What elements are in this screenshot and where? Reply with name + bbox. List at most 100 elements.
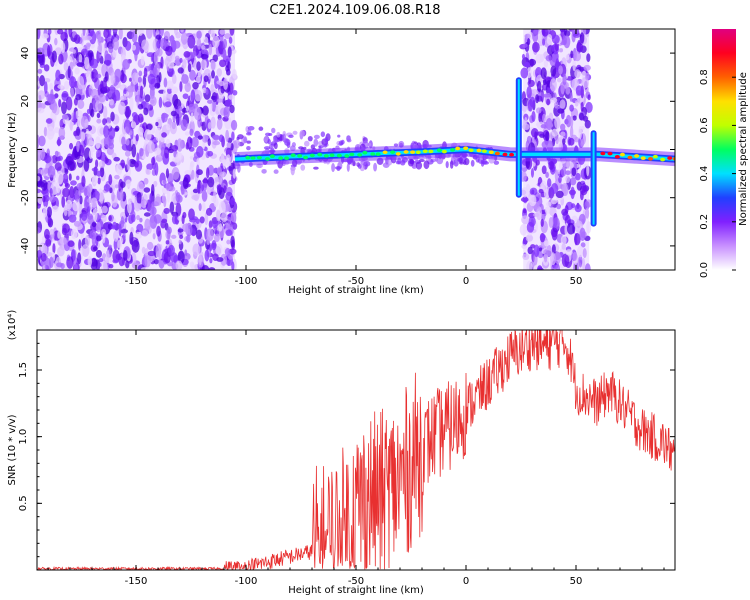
ridge-speckle <box>423 160 430 170</box>
x-tick-label: -100 <box>235 276 258 287</box>
noise-speckle <box>101 205 108 214</box>
noise-speckle <box>175 191 181 203</box>
noise-speckle <box>550 183 559 194</box>
ridge-hotspot <box>436 148 442 153</box>
noise-speckle <box>216 209 221 222</box>
ridge-speckle <box>337 134 341 138</box>
ridge-hotspot <box>509 152 515 157</box>
noise-speckle <box>220 153 225 164</box>
noise-speckle <box>147 73 156 85</box>
noise-speckle <box>43 81 48 94</box>
noise-speckle <box>173 40 181 49</box>
noise-speckle <box>179 81 183 93</box>
noise-speckle <box>92 246 98 251</box>
noise-speckle <box>57 136 61 147</box>
noise-speckle <box>555 135 559 145</box>
noise-speckle <box>528 194 537 207</box>
noise-speckle <box>146 168 151 175</box>
noise-speckle <box>543 188 550 199</box>
noise-speckle <box>78 53 83 63</box>
ridge-hotspot <box>672 157 675 161</box>
noise-speckle <box>580 140 584 148</box>
ridge-hotspot <box>269 154 275 159</box>
noise-speckle <box>190 89 196 103</box>
noise-speckle <box>551 44 555 52</box>
noise-speckle <box>557 108 565 114</box>
noise-speckle <box>143 187 151 193</box>
spike-core-1 <box>592 132 595 225</box>
ridge-hotspot <box>329 153 335 158</box>
noise-speckle <box>205 207 213 216</box>
spectrogram-panel: -150 -100 -50 0 50 -40 -20 0 20 40 Height of str… <box>7 28 676 296</box>
noise-speckle <box>227 217 232 225</box>
y-tick-label: 1.0 <box>18 429 29 445</box>
noise-speckle <box>154 196 162 207</box>
noise-speckle <box>69 121 73 131</box>
noise-speckle <box>540 218 544 227</box>
noise-speckle <box>202 134 209 143</box>
noise-speckle <box>108 127 116 140</box>
ridge-speckle <box>464 158 470 166</box>
noise-speckle <box>220 211 228 223</box>
noise-speckle <box>145 29 153 39</box>
ridge-hotspot <box>303 155 309 160</box>
noise-speckle <box>54 150 59 157</box>
noise-speckle <box>72 201 80 212</box>
noise-speckle <box>125 122 131 134</box>
noise-speckle <box>187 34 196 49</box>
noise-speckle <box>549 78 557 92</box>
noise-speckle <box>522 238 527 247</box>
noise-speckle <box>569 104 574 112</box>
noise-speckle <box>65 96 73 111</box>
ridge-speckle <box>243 136 247 143</box>
ridge-speckle <box>324 136 329 143</box>
noise-speckle <box>526 260 533 270</box>
snr-y-ticks: 0.5 1.0 1.5 <box>18 342 675 558</box>
noise-speckle <box>524 61 531 68</box>
noise-speckle <box>185 222 189 235</box>
ridge-hotspot <box>410 150 416 154</box>
noise-speckle <box>112 258 119 264</box>
noise-speckle <box>118 223 122 237</box>
noise-speckle <box>556 77 562 83</box>
noise-speckle <box>191 136 199 148</box>
noise-speckle <box>97 33 102 46</box>
noise-speckle <box>541 29 549 37</box>
noise-speckle <box>73 130 78 137</box>
noise-speckle <box>211 70 215 79</box>
noise-speckle <box>44 258 52 270</box>
noise-speckle <box>225 129 230 142</box>
ridge-speckle <box>458 161 464 165</box>
ridge-speckle <box>346 163 350 172</box>
noise-speckle <box>165 183 171 192</box>
noise-speckle <box>166 93 171 99</box>
ridge-speckle <box>334 166 342 170</box>
noise-speckle <box>155 127 162 142</box>
noise-speckle <box>222 48 227 61</box>
noise-speckle <box>542 79 547 86</box>
noise-speckle <box>60 42 66 54</box>
noise-speckle <box>155 34 162 40</box>
noise-speckle <box>189 128 194 137</box>
noise-speckle <box>79 195 83 205</box>
snr-y-axis-label: SNR (10 * v/v) <box>7 414 18 485</box>
noise-speckle <box>530 128 539 138</box>
noise-speckle <box>547 178 552 188</box>
noise-speckle <box>142 74 147 88</box>
ridge-speckle <box>313 166 319 170</box>
noise-speckle <box>223 33 232 39</box>
noise-speckle <box>69 186 75 199</box>
noise-speckle <box>56 29 64 35</box>
noise-speckle <box>581 182 587 193</box>
noise-speckle <box>171 144 179 152</box>
ridge-hotspot <box>278 156 284 160</box>
ridge-speckle <box>320 131 326 138</box>
noise-speckle <box>108 174 113 186</box>
noise-speckle <box>540 124 547 129</box>
noise-speckle <box>171 167 180 180</box>
noise-speckle <box>84 35 93 41</box>
noise-speckle <box>218 187 225 199</box>
ridge-speckle <box>299 130 305 138</box>
ridge-speckle <box>246 140 251 144</box>
